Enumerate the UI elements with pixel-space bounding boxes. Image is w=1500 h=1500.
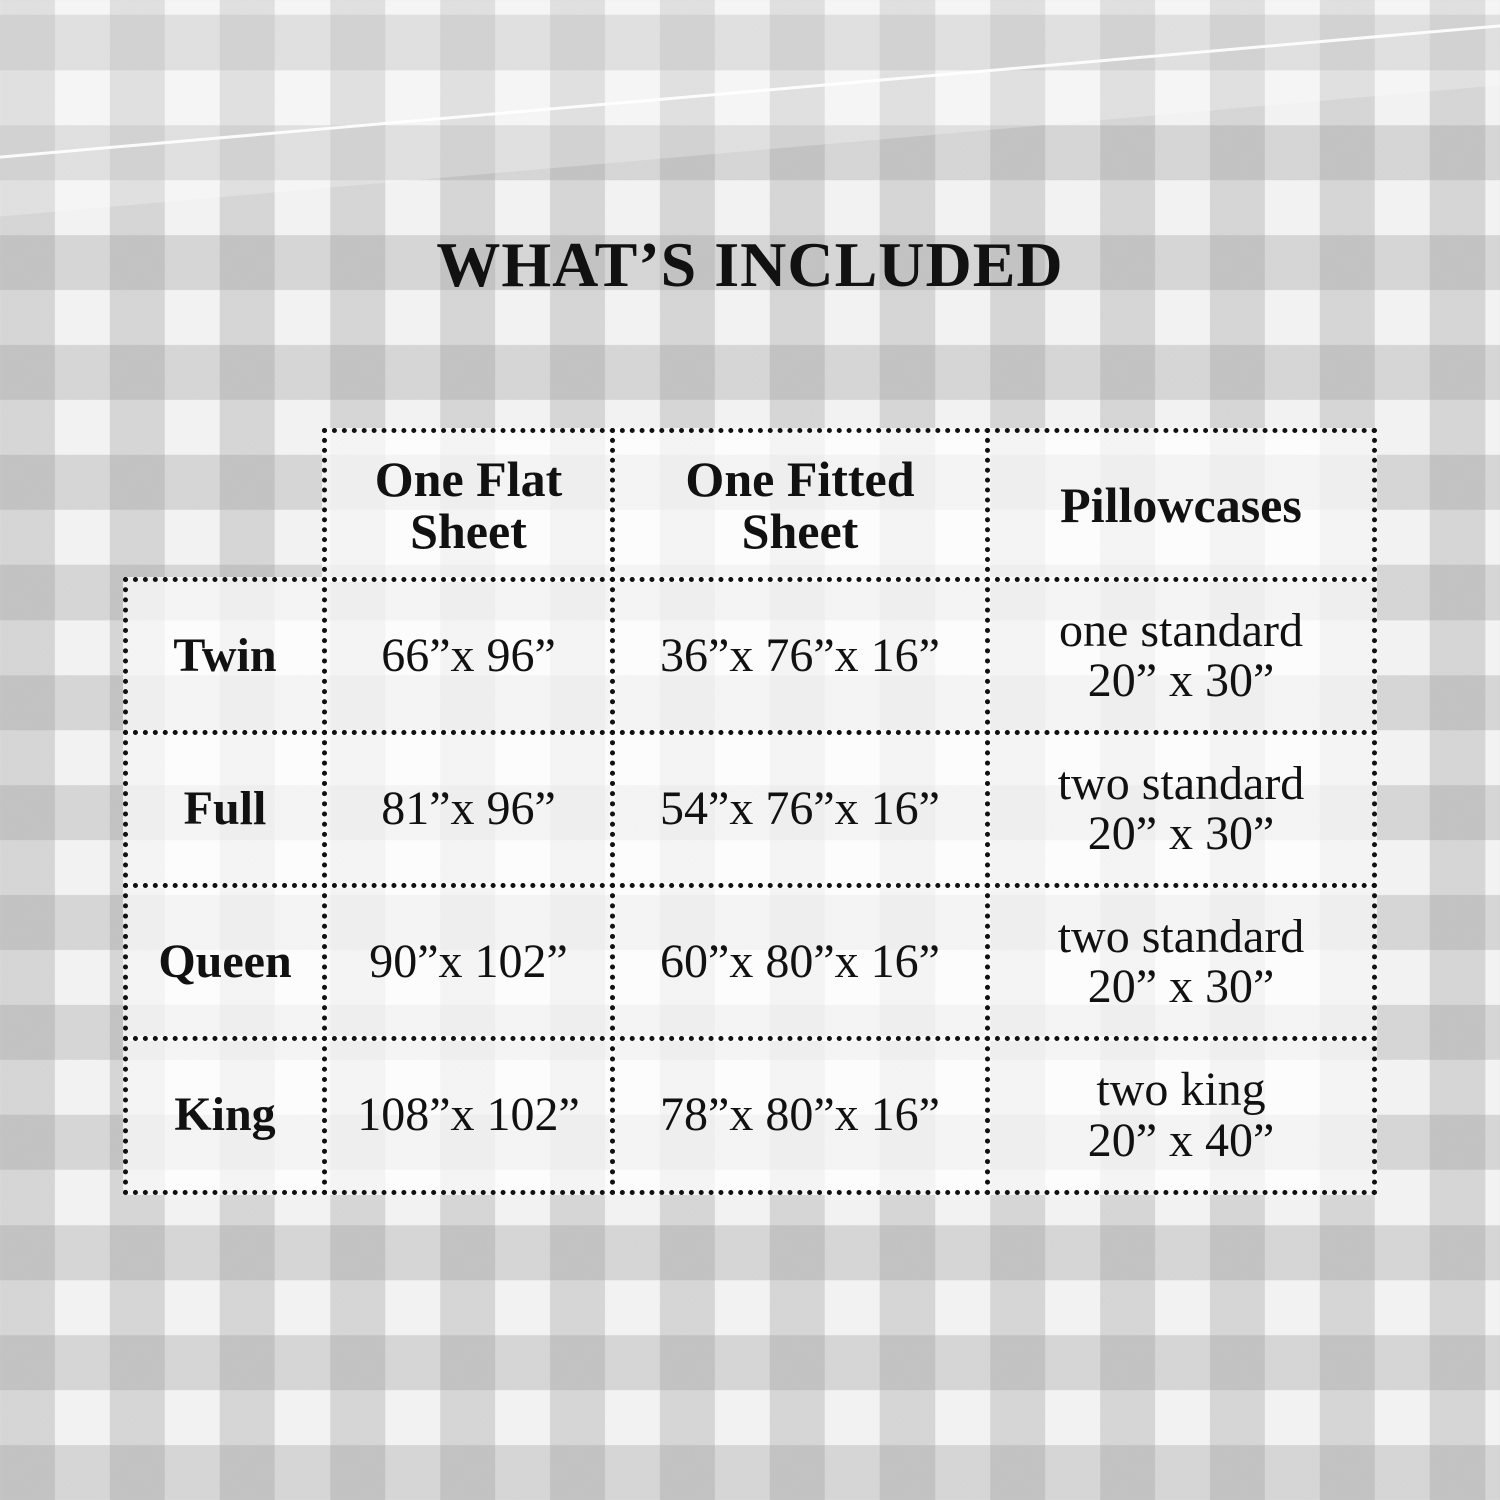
flat-sheet-dimensions: 66”x 96”: [322, 577, 615, 735]
fitted-sheet-dimensions: 54”x 76”x 16”: [610, 730, 990, 888]
row-header-size: King: [123, 1036, 327, 1195]
pillowcase-info: two standard 20” x 30”: [985, 883, 1377, 1041]
row-header-size: Twin: [123, 577, 327, 735]
cell-text: two king: [1096, 1063, 1266, 1117]
cell-text: 20” x 40”: [1087, 1113, 1275, 1167]
flat-sheet-dimensions: 81”x 96”: [322, 730, 615, 888]
cell-text: Full: [183, 781, 267, 835]
cell-text: 54”x 76”x 16”: [660, 781, 940, 835]
row-header-size: Full: [123, 730, 327, 888]
pillowcase-info: one standard 20” x 30”: [985, 577, 1377, 735]
cell-text: 108”x 102”: [357, 1088, 580, 1142]
fitted-sheet-dimensions: 36”x 76”x 16”: [610, 577, 990, 735]
cell-text: Sheet: [741, 503, 859, 559]
cell-text: 20” x 30”: [1087, 807, 1275, 860]
fitted-sheet-dimensions: 60”x 80”x 16”: [610, 883, 990, 1041]
cell-text: 81”x 96”: [381, 781, 556, 835]
cell-text: One Flat: [374, 450, 563, 507]
cell-text: two standard: [1057, 909, 1305, 963]
cell-text: 20” x 30”: [1087, 960, 1275, 1013]
cell-text: Twin: [173, 628, 277, 682]
fitted-sheet-dimensions: 78”x 80”x 16”: [610, 1036, 990, 1195]
cell-text: two standard: [1057, 756, 1305, 810]
flat-sheet-dimensions: 90”x 102”: [322, 883, 615, 1041]
cell-text: one standard: [1059, 603, 1303, 657]
cell-text: Queen: [158, 934, 292, 988]
row-header-size: Queen: [123, 883, 327, 1041]
cell-text: 20” x 30”: [1087, 654, 1275, 707]
cell-text: 36”x 76”x 16”: [660, 628, 940, 682]
column-header: One Flat Sheet: [322, 428, 615, 582]
cell-text: Pillowcases: [1060, 476, 1302, 533]
page-title: WHAT’S INCLUDED: [436, 229, 1064, 300]
column-header: One Fitted Sheet: [610, 428, 990, 582]
cell-text: One Fitted: [685, 450, 915, 507]
cell-text: 60”x 80”x 16”: [660, 934, 940, 988]
cell-text: 90”x 102”: [369, 934, 568, 988]
pillowcase-info: two king 20” x 40”: [985, 1036, 1377, 1195]
flat-sheet-dimensions: 108”x 102”: [322, 1036, 615, 1195]
sheet-fold-shading: [0, 0, 1500, 220]
cell-text: 78”x 80”x 16”: [660, 1088, 940, 1142]
cell-text: Sheet: [410, 503, 527, 559]
pillowcase-info: two standard 20” x 30”: [985, 730, 1377, 888]
cell-text: 66”x 96”: [381, 628, 556, 682]
cell-text: King: [174, 1088, 276, 1142]
column-header: Pillowcases: [985, 428, 1377, 582]
